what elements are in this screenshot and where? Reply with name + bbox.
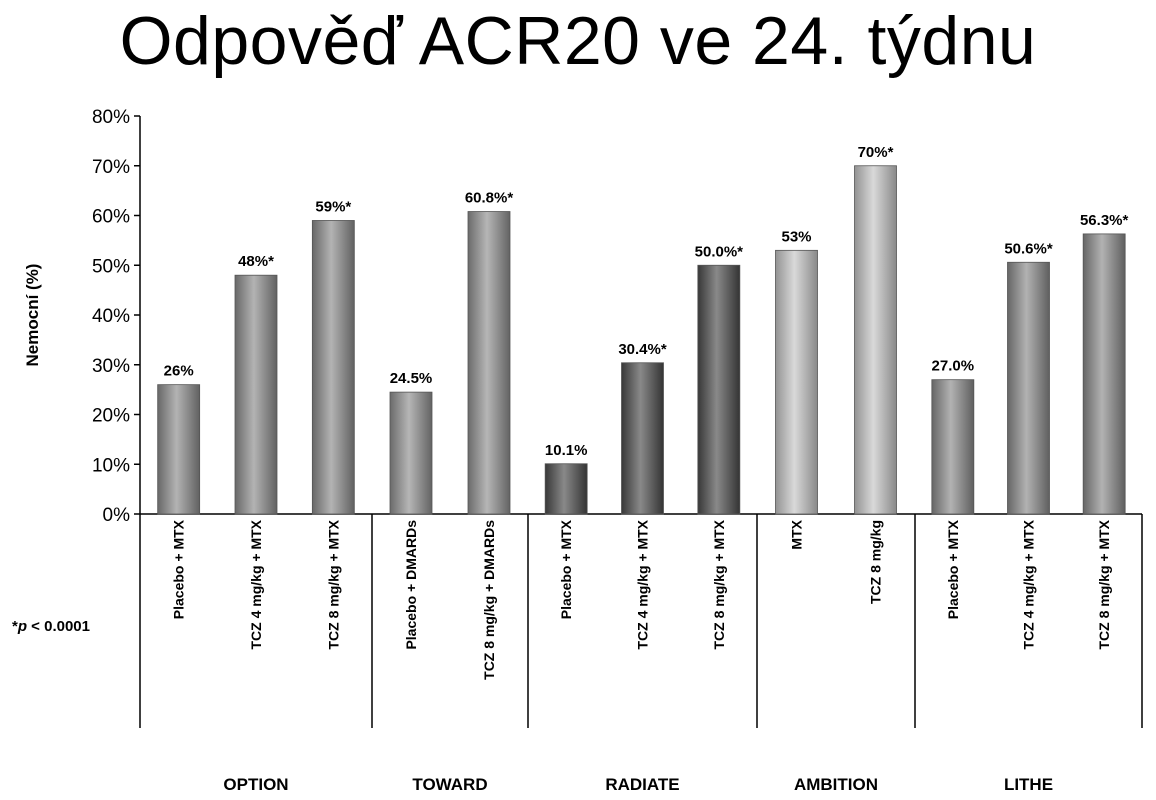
data-label: 24.5% [390, 370, 433, 387]
y-tick-label: 60% [92, 207, 130, 228]
category-label: TCZ 8 mg/kg + MTX [325, 519, 341, 649]
bar [697, 264, 741, 515]
y-axis-label: Nemocní (%) [23, 264, 42, 367]
group-label: RADIATE [605, 775, 679, 794]
bar [775, 249, 818, 515]
category-label: TCZ 8 mg/kg + MTX [711, 519, 727, 649]
y-tick-label: 70% [92, 157, 130, 178]
category-label: Placebo + MTX [558, 519, 574, 619]
y-tick-label: 80% [92, 107, 130, 128]
data-label: 30.4%* [618, 341, 667, 358]
data-label: 56.3%* [1080, 212, 1129, 229]
data-label: 27.0% [932, 358, 975, 375]
group-label: TOWARD [412, 775, 487, 794]
category-label: Placebo + MTX [171, 519, 187, 619]
category-label: TCZ 4 mg/kg + MTX [635, 519, 651, 649]
category-label: MTX [789, 519, 805, 549]
y-tick-label: 0% [103, 505, 131, 526]
data-label: 59%* [315, 198, 351, 215]
bar [389, 391, 433, 515]
data-label: 53% [781, 228, 811, 245]
bars [157, 165, 1126, 515]
category-label: Placebo + DMARDs [403, 520, 419, 650]
data-label: 26% [164, 363, 194, 380]
data-label: 50.0%* [695, 243, 744, 260]
bar [234, 274, 278, 515]
category-label: TCZ 8 mg/kg [868, 520, 884, 604]
y-tick-label: 40% [92, 306, 130, 327]
group-label: OPTION [223, 775, 288, 794]
bar [1007, 261, 1050, 515]
y-tick-label: 50% [92, 256, 130, 277]
bar [311, 220, 355, 515]
data-label: 10.1% [545, 442, 588, 459]
category-label: Placebo + MTX [945, 519, 961, 619]
footnote-prefix: * [12, 618, 18, 635]
footnote: *p < 0.0001 [12, 618, 90, 635]
bar [854, 165, 897, 515]
y-tick-label: 30% [92, 356, 130, 377]
category-label: TCZ 8 mg/kg + MTX [1096, 519, 1112, 649]
category-label: TCZ 4 mg/kg + MTX [1021, 519, 1037, 649]
bar [1082, 233, 1126, 515]
footnote-rest: < 0.0001 [27, 618, 90, 635]
bar [157, 384, 201, 515]
data-label: 50.6%* [1004, 240, 1053, 257]
y-tick-label: 10% [92, 455, 130, 476]
bar [931, 379, 975, 515]
bar [467, 211, 511, 515]
footnote-italic: p [17, 618, 28, 635]
category-label: TCZ 8 mg/kg + DMARDs [481, 520, 497, 680]
bar [621, 362, 664, 515]
bar [544, 463, 588, 515]
category-label: TCZ 4 mg/kg + MTX [248, 519, 264, 649]
data-label: 60.8%* [465, 190, 514, 207]
y-tick-label: 20% [92, 406, 130, 427]
group-label: LITHE [1004, 775, 1053, 794]
group-label: AMBITION [794, 775, 878, 794]
data-label: 70%* [858, 144, 894, 161]
labels: 26% Placebo + MTX 48%* TCZ 4 mg/kg + MTX 59%… [164, 144, 1129, 794]
chart-title: Odpověď ACR20 ve 24. týdnu [119, 3, 1037, 79]
data-label: 48%* [238, 253, 274, 270]
